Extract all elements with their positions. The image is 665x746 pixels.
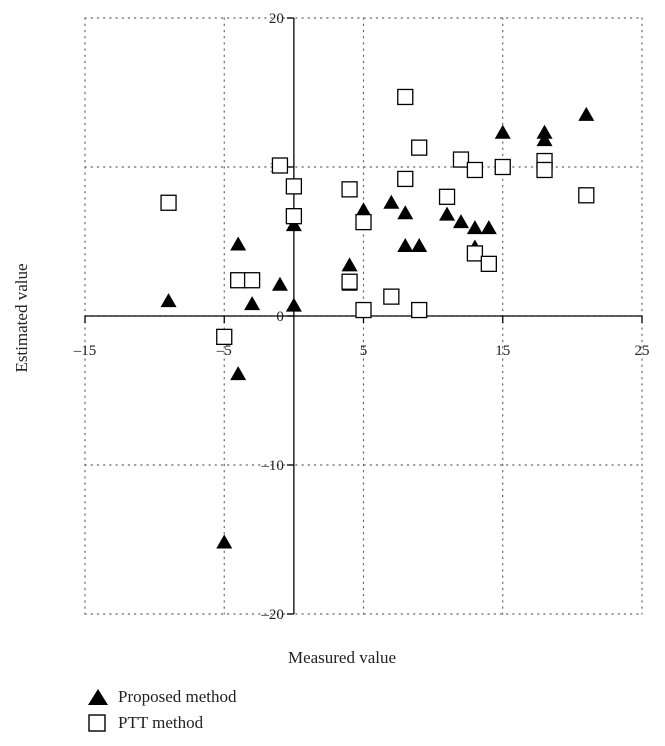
ptt-method-point bbox=[397, 88, 414, 106]
ptt-method-point bbox=[230, 272, 247, 289]
ptt-method-point bbox=[243, 272, 261, 289]
y-tick-label: 20 bbox=[269, 11, 284, 27]
proposed-method-point bbox=[397, 237, 414, 252]
filled-triangle-icon bbox=[88, 689, 108, 705]
ptt-method-point bbox=[355, 213, 372, 231]
proposed-method-point bbox=[285, 297, 302, 312]
x-tick-label: 15 bbox=[495, 343, 510, 359]
ptt-method-point bbox=[466, 161, 484, 179]
proposed-method-point bbox=[355, 202, 372, 217]
open-square-icon bbox=[88, 714, 106, 732]
data-points bbox=[160, 88, 595, 549]
ptt-method-point bbox=[216, 328, 233, 346]
proposed-method-point bbox=[397, 205, 414, 220]
ptt-method-point bbox=[285, 208, 303, 225]
proposed-method-point bbox=[536, 132, 553, 147]
ptt-method-point bbox=[480, 255, 497, 273]
ptt-method-point bbox=[536, 161, 553, 179]
ptt-method-point bbox=[578, 187, 595, 204]
ptt-method-point bbox=[285, 178, 303, 195]
ptt-method-point bbox=[271, 157, 289, 174]
ptt-method-point bbox=[355, 301, 372, 319]
proposed-method-point bbox=[494, 124, 511, 139]
x-tick-label: –15 bbox=[73, 343, 97, 359]
y-axis-title: Estimated value bbox=[12, 263, 31, 372]
x-tick-label: 25 bbox=[635, 343, 650, 359]
legend: Proposed method PTT method bbox=[86, 684, 237, 736]
ptt-method-point bbox=[411, 301, 428, 319]
ptt-method-point bbox=[383, 288, 400, 305]
y-tick-label: –10 bbox=[260, 458, 284, 474]
ptt-method-point bbox=[438, 188, 456, 205]
proposed-method-point bbox=[466, 220, 483, 235]
proposed-method-point bbox=[216, 534, 233, 549]
ptt-method-point bbox=[466, 245, 484, 262]
x-tick-label: 5 bbox=[360, 343, 368, 359]
proposed-method-point bbox=[411, 237, 428, 252]
legend-item-ptt: PTT method bbox=[86, 710, 237, 736]
proposed-method-point bbox=[439, 206, 456, 221]
ptt-method-point bbox=[452, 151, 470, 168]
ptt-method-point bbox=[341, 273, 358, 290]
ptt-method-point bbox=[160, 194, 177, 211]
proposed-method-point bbox=[480, 220, 497, 235]
proposed-method-point bbox=[230, 236, 247, 251]
legend-label-proposed: Proposed method bbox=[118, 687, 237, 706]
x-axis-title: Measured value bbox=[288, 648, 396, 667]
legend-item-proposed: Proposed method bbox=[86, 684, 237, 710]
legend-label-ptt: PTT method bbox=[118, 713, 204, 732]
x-tick-label: –5 bbox=[216, 343, 232, 359]
ptt-method-point bbox=[397, 170, 414, 188]
y-tick-label: 0 bbox=[276, 309, 284, 325]
ptt-method-point bbox=[411, 139, 428, 156]
proposed-method-point bbox=[160, 293, 177, 308]
proposed-method-point bbox=[271, 276, 288, 291]
proposed-method-point bbox=[230, 366, 247, 381]
proposed-method-point bbox=[341, 257, 358, 272]
proposed-method-point bbox=[536, 124, 553, 139]
ptt-method-point bbox=[341, 181, 358, 198]
ptt-method-point bbox=[494, 158, 511, 176]
proposed-method-point bbox=[244, 296, 261, 311]
proposed-method-point bbox=[383, 194, 400, 209]
y-tick-label: –20 bbox=[260, 607, 284, 623]
proposed-method-point bbox=[452, 214, 469, 229]
proposed-method-point bbox=[578, 106, 595, 121]
